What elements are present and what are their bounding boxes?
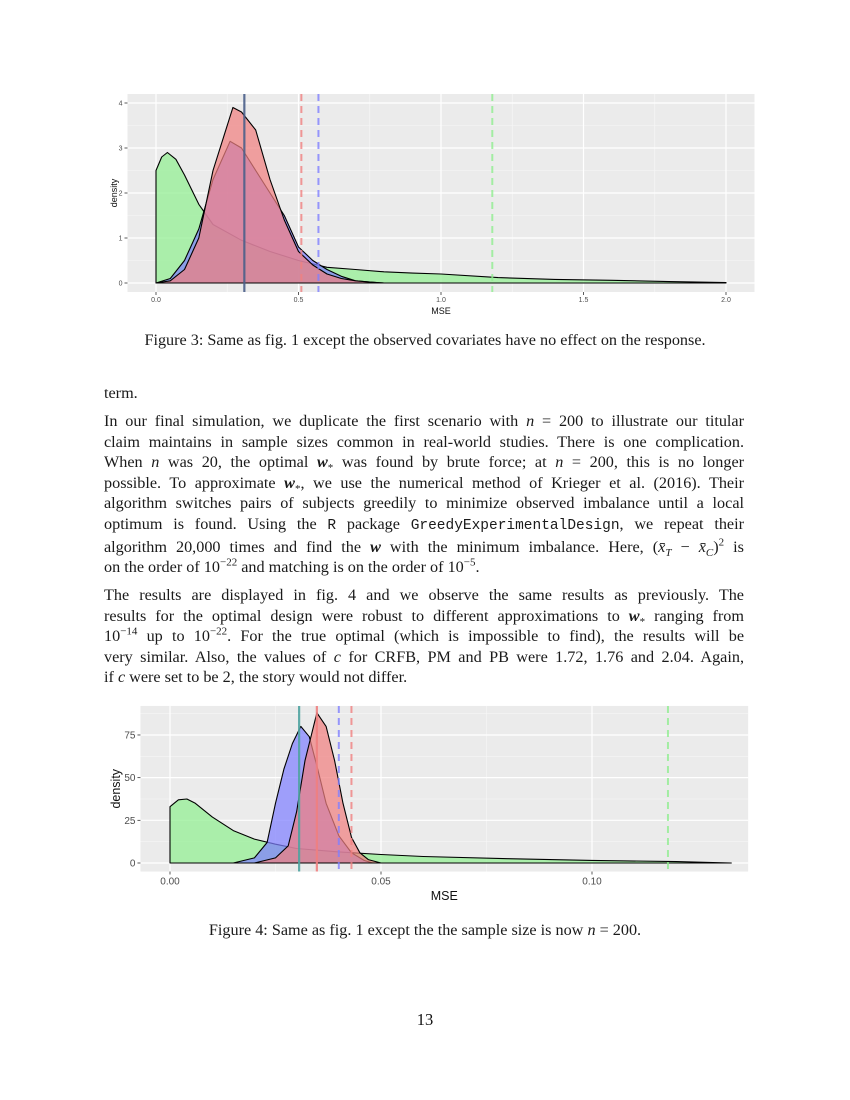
y-tick-label: 0	[130, 859, 136, 870]
text-line: claim maintains in sample sizes common i…	[104, 432, 744, 451]
y-tick-label: 75	[124, 730, 136, 741]
text-line: very similar. Also, the values of c for …	[104, 647, 744, 666]
paragraph-term: term.	[104, 383, 744, 404]
x-tick-label: 0.05	[371, 877, 391, 888]
text-line: algorithm switches pairs of subjects gre…	[104, 494, 744, 513]
figure-4-chart: 0.00 0.05 0.10 0 25 50 75 MSE density	[109, 705, 749, 903]
x-tick-label: 0.0	[151, 297, 161, 304]
y-tick-label: 3	[119, 145, 123, 152]
paragraph-final-simulation: In our final simulation, we duplicate th…	[104, 411, 744, 578]
y-axis-label: density	[109, 178, 119, 207]
axes: 0.0 0.5 1.0 1.5 2.0 0 1 2 3 4 MSE density	[109, 100, 731, 316]
x-axis-label: MSE	[431, 889, 458, 903]
text-line: optimum is found. Using the R package Gr…	[104, 514, 744, 534]
y-tick-label: 25	[124, 816, 136, 827]
package-name: GreedyExperimentalDesign	[410, 517, 620, 534]
reference-lines	[243, 94, 494, 292]
x-tick-label: 0.00	[160, 877, 180, 888]
x-tick-label: 1.0	[436, 297, 446, 304]
reference-lines	[298, 705, 669, 872]
text-line: In our final simulation, we duplicate th…	[104, 412, 744, 430]
plot-panel	[140, 705, 749, 872]
text-line: results for the optimal design were robu…	[104, 606, 744, 628]
x-axis-label: MSE	[431, 306, 451, 316]
text-line: term.	[104, 384, 138, 402]
x-tick-label: 1.5	[579, 297, 589, 304]
density-series	[155, 106, 727, 284]
figure-3-caption: Figure 3: Same as fig. 1 except the obse…	[144, 331, 706, 349]
paragraph-results: The results are displayed in fig. 4 and …	[104, 585, 744, 688]
page-number: 13	[416, 1010, 434, 1029]
axes: 0.00 0.05 0.10 0 25 50 75 MSE density	[109, 730, 602, 903]
x-tick-label: 2.0	[721, 297, 731, 304]
text-line: The results are displayed in fig. 4 and …	[104, 586, 744, 604]
text-line: possible. To approximate w*, we use the …	[104, 473, 745, 496]
y-axis-label: density	[109, 768, 123, 808]
text-line: 10−14 up to 10−22. For the true optimal …	[104, 625, 744, 646]
text-line: algorithm 20,000 times and find the w wi…	[104, 536, 744, 559]
y-tick-label: 2	[119, 190, 123, 197]
y-tick-label: 0	[119, 280, 123, 287]
x-tick-label: 0.10	[582, 877, 602, 888]
text-line: When n was 20, the optimal w* was found …	[104, 453, 745, 475]
density-red	[155, 106, 385, 284]
x-tick-label: 0.5	[294, 297, 304, 304]
y-tick-label: 1	[119, 235, 123, 242]
figure-3-chart: 0.0 0.5 1.0 1.5 2.0 0 1 2 3 4 MSE density	[109, 94, 755, 316]
text-line: on the order of 10−22 and matching is on…	[104, 556, 480, 577]
y-tick-label: 4	[119, 100, 123, 107]
y-tick-label: 50	[124, 773, 136, 784]
figure-4-caption: Figure 4: Same as fig. 1 except the the …	[208, 921, 642, 939]
text-line: if c were set to be 2, the story would n…	[104, 668, 408, 687]
